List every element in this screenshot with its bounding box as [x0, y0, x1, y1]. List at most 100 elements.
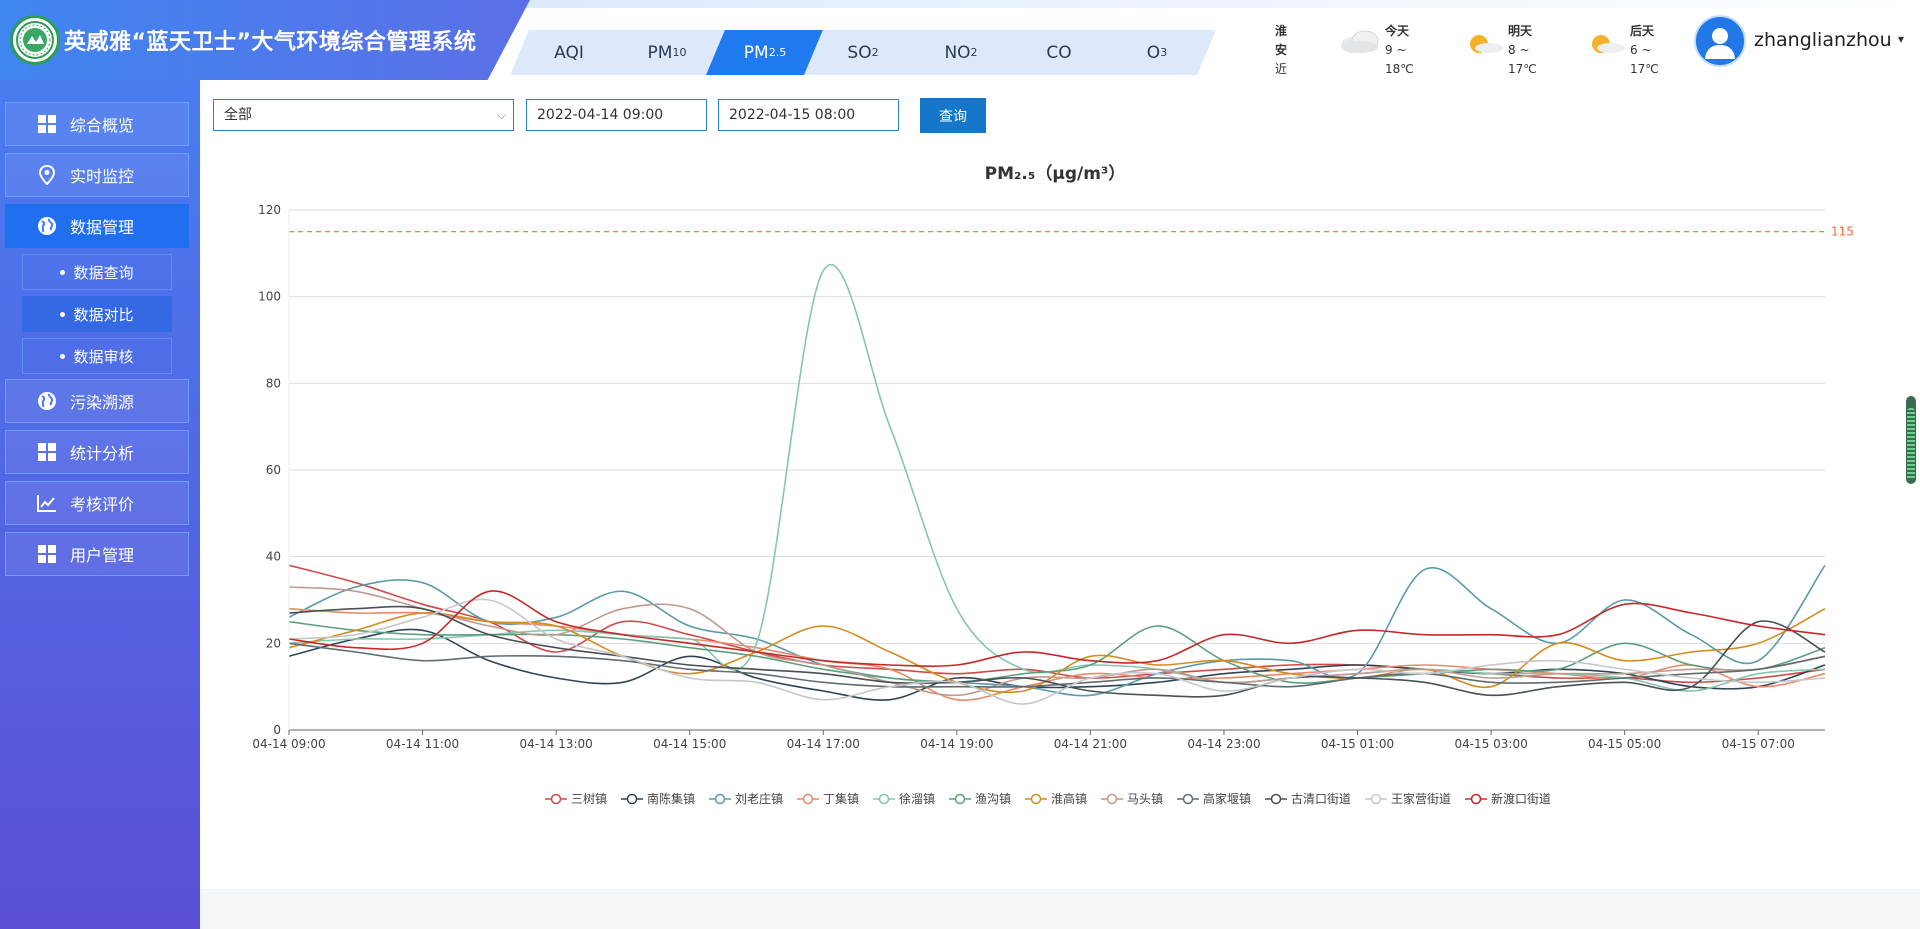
legend-item-8[interactable]: 高家堰镇 — [1177, 791, 1251, 806]
station-select[interactable]: 全部 ⌵ — [213, 99, 514, 131]
tab-label: CO — [1046, 42, 1072, 63]
legend-item-0[interactable]: 三树镇 — [545, 791, 607, 806]
sidebar-item-label: 考核评价 — [70, 495, 135, 514]
tab-so2[interactable]: SO 2 — [804, 30, 922, 75]
weather-day-1: 明天 8 ~ 17℃ — [1508, 22, 1537, 79]
sidebar-item-6[interactable]: 用户管理 — [5, 532, 189, 576]
app-title: 英威雅“蓝天卫士”大气环境综合管理系统 — [64, 30, 477, 55]
legend-item-1[interactable]: 南陈集镇 — [621, 791, 695, 806]
user-avatar[interactable] — [1694, 15, 1746, 67]
pm25-line-chart: PM₂.₅（μg/m³） 115 0 20 40 60 80 100 120 04-14 09… — [252, 163, 1854, 806]
chart-grid — [289, 209, 1825, 731]
sidebar-subitem-label: 数据查询 — [73, 263, 134, 282]
brand-banner — [0, 0, 530, 80]
sidebar-item-4[interactable]: 统计分析 — [5, 430, 189, 474]
chart-axes: 0 20 40 60 80 100 120 04-14 09:00 04-14 11:00 04-… — [252, 203, 1794, 751]
y-tick-label: 120 — [258, 203, 281, 217]
start-time-input[interactable]: 2022-04-14 09:00 — [526, 99, 707, 131]
sidebar-subitem-2[interactable]: 数据审核 — [22, 338, 172, 374]
tab-label: PM — [647, 42, 673, 63]
sidebar-subitem-0[interactable]: 数据查询 — [22, 254, 172, 290]
x-tick-label: 04-14 17:00 — [787, 737, 860, 751]
legend-label: 新渡口街道 — [1491, 791, 1551, 806]
tab-pm10[interactable]: PM 10 — [608, 30, 726, 75]
scrollbar-grip[interactable] — [1907, 408, 1915, 480]
sunny-icon — [1467, 32, 1507, 60]
legend-item-3[interactable]: 丁集镇 — [797, 791, 859, 806]
threshold-label: 115 — [1831, 225, 1854, 239]
series-line-11 — [288, 590, 1826, 667]
sidebar: 综合概览实时监控数据管理污染溯源统计分析考核评价用户管理 数据查询数据对比数据审核 — [0, 80, 200, 929]
series-line-10 — [288, 598, 1826, 705]
series-line-4 — [288, 263, 1826, 692]
legend-swatch-marker — [714, 793, 726, 805]
sidebar-item-1[interactable]: 实时监控 — [5, 153, 189, 197]
legend-swatch-marker — [1470, 793, 1482, 805]
legend-item-2[interactable]: 刘老庄镇 — [709, 791, 783, 806]
legend-swatch-marker — [1106, 793, 1118, 805]
weather-day-0: 今天 9 ~ 18℃ — [1385, 22, 1414, 79]
x-tick-label: 04-14 09:00 — [252, 737, 325, 751]
globe-icon — [36, 215, 58, 237]
trend-chart-icon — [36, 492, 58, 514]
end-time-input[interactable]: 2022-04-15 08:00 — [718, 99, 899, 131]
sidebar-subitem-1[interactable]: 数据对比 — [22, 296, 172, 332]
legend-swatch-marker — [878, 793, 890, 805]
username[interactable]: zhanglianzhou — [1754, 29, 1892, 51]
tab-label: AQI — [554, 42, 584, 63]
chevron-down-icon[interactable]: ▾ — [1898, 32, 1905, 46]
x-tick-label: 04-15 03:00 — [1454, 737, 1527, 751]
sidebar-item-0[interactable]: 综合概览 — [5, 102, 189, 146]
chart-title: PM₂.₅（μg/m³） — [985, 163, 1126, 184]
main-content — [200, 80, 1920, 889]
x-tick-label: 04-15 05:00 — [1588, 737, 1661, 751]
grid-icon — [36, 113, 58, 135]
tab-label-subscript: 3 — [1160, 46, 1168, 59]
bullet-icon — [60, 269, 66, 275]
weather-day-temp: 9 ~ 18℃ — [1385, 43, 1414, 76]
legend-item-7[interactable]: 马头镇 — [1101, 792, 1163, 806]
legend-item-10[interactable]: 王家营街道 — [1365, 791, 1451, 806]
legend-label: 古清口街道 — [1291, 791, 1351, 806]
legend-item-9[interactable]: 古清口街道 — [1265, 791, 1351, 806]
tab-no2[interactable]: NO 2 — [902, 30, 1020, 75]
y-tick-label: 100 — [258, 290, 281, 304]
legend-item-4[interactable]: 徐溜镇 — [873, 791, 935, 806]
legend-item-5[interactable]: 渔沟镇 — [949, 792, 1011, 806]
sidebar-item-5[interactable]: 考核评价 — [5, 481, 189, 525]
legend-swatch-marker — [1370, 793, 1382, 805]
x-tick-label: 04-14 13:00 — [519, 737, 592, 751]
tab-label: SO — [847, 42, 872, 63]
end-time-value: 2022-04-15 08:00 — [729, 107, 856, 123]
query-button[interactable]: 查询 — [920, 98, 986, 133]
legend-item-11[interactable]: 新渡口街道 — [1465, 791, 1551, 806]
sidebar-item-3[interactable]: 污染溯源 — [5, 379, 189, 423]
legend-label: 丁集镇 — [823, 791, 859, 806]
x-tick-label: 04-15 07:00 — [1722, 737, 1795, 751]
legend-label: 淮高镇 — [1051, 791, 1087, 806]
sunny-icon — [1589, 32, 1629, 60]
legend-item-6[interactable]: 淮高镇 — [1025, 791, 1087, 806]
y-tick-label: 0 — [273, 723, 281, 737]
weather-day-2: 后天 6 ~ 17℃ — [1630, 22, 1659, 79]
series-line-9 — [288, 605, 1826, 698]
legend-swatch-marker — [954, 793, 966, 805]
y-tick-label: 20 — [266, 636, 281, 650]
cloudy-icon — [1339, 30, 1381, 58]
sidebar-item-label: 统计分析 — [70, 444, 135, 463]
weather-day-temp: 8 ~ 17℃ — [1508, 43, 1537, 76]
tab-co[interactable]: CO — [1000, 30, 1118, 75]
tab-pm25[interactable]: PM 2.5 — [706, 30, 824, 75]
sidebar-item-2[interactable]: 数据管理 — [5, 204, 189, 248]
sidebar-item-label: 污染溯源 — [70, 393, 135, 412]
y-tick-label: 80 — [266, 376, 281, 390]
tab-aqi[interactable]: AQI — [510, 30, 628, 75]
sidebar-item-label: 数据管理 — [70, 218, 135, 237]
weather-day-label: 今天 — [1385, 24, 1410, 38]
app-logo — [10, 15, 60, 65]
tab-label-subscript: 2.5 — [768, 46, 787, 59]
bullet-icon — [60, 353, 66, 359]
series-line-1 — [288, 628, 1826, 701]
x-tick-label: 04-14 15:00 — [653, 737, 726, 751]
